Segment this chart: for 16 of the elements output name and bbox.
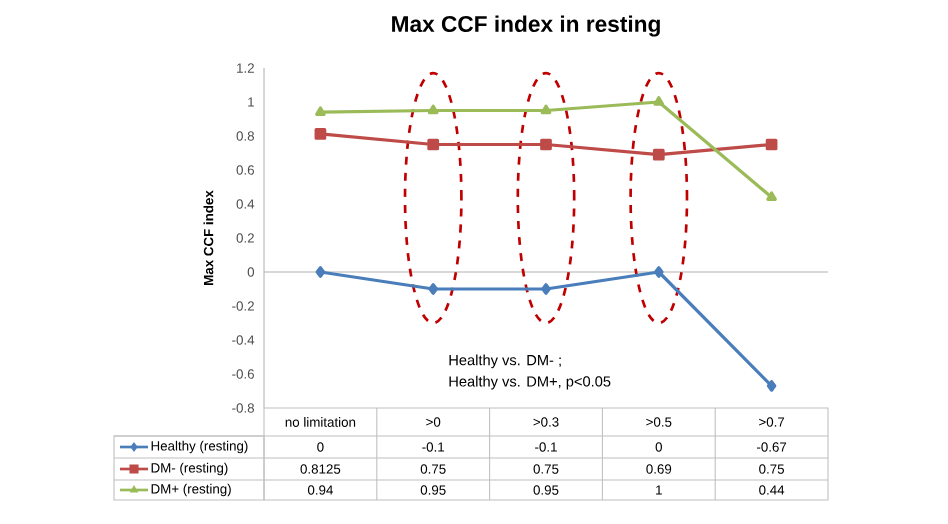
point: [765, 138, 778, 151]
point: [766, 380, 777, 392]
point: [766, 191, 777, 201]
point: [427, 104, 439, 115]
chart-title: Max CCF index in resting: [392, 15, 660, 37]
point: [428, 283, 438, 295]
point: [540, 104, 552, 115]
point: [427, 138, 440, 151]
point: [652, 148, 665, 161]
point: [315, 266, 326, 278]
point: [653, 96, 665, 106]
point: [540, 138, 552, 151]
point: [314, 128, 327, 140]
point: [315, 106, 326, 116]
point: [653, 266, 664, 278]
point: [541, 283, 551, 295]
